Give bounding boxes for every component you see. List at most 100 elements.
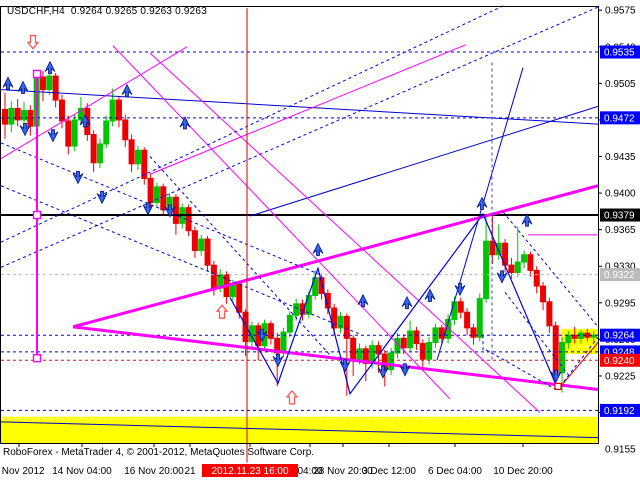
down-arrow-icon[interactable] bbox=[19, 122, 31, 137]
up-arrow-icon[interactable] bbox=[79, 114, 91, 128]
right-desc-1[interactable] bbox=[502, 211, 599, 328]
channel-desc-2[interactable] bbox=[0, 185, 361, 335]
price-badge-label: 0.9248 bbox=[604, 347, 635, 358]
down-arrow-icon[interactable] bbox=[272, 353, 284, 368]
price-tick-label: 0.9400 bbox=[605, 189, 636, 200]
candle-body bbox=[141, 149, 148, 179]
candle-body bbox=[445, 319, 452, 339]
candle-body bbox=[147, 177, 154, 203]
down-arrow-icon[interactable] bbox=[454, 282, 466, 297]
up-arrow-icon[interactable] bbox=[401, 295, 413, 310]
down-arrow-icon[interactable] bbox=[142, 202, 154, 216]
hollow-up-arrow-icon[interactable] bbox=[215, 304, 229, 319]
down-arrow-icon[interactable] bbox=[72, 171, 84, 185]
price-badge-label: 0.9322 bbox=[604, 270, 635, 281]
up-arrow-icon[interactable] bbox=[179, 116, 191, 130]
price-badge: 0.9192 bbox=[600, 403, 640, 417]
selection-handle[interactable] bbox=[32, 210, 42, 220]
price-badge: 0.9379 bbox=[600, 208, 640, 222]
candle-body bbox=[343, 315, 350, 339]
triangle-upper[interactable] bbox=[72, 184, 599, 329]
up-arrow-icon[interactable] bbox=[2, 76, 14, 90]
low-diag-dash[interactable] bbox=[485, 349, 557, 390]
time-label: 9 Nov 2012 bbox=[0, 466, 45, 477]
candle-body bbox=[470, 327, 477, 338]
channel-desc-3[interactable] bbox=[149, 156, 331, 356]
selection-handle[interactable] bbox=[32, 69, 42, 79]
price-badge: 0.9240 bbox=[600, 353, 640, 367]
up-arrow-icon[interactable] bbox=[312, 242, 324, 256]
down-arrow-icon[interactable] bbox=[339, 359, 351, 373]
down-arrow-icon[interactable] bbox=[256, 328, 268, 343]
price-badge: 0.9472 bbox=[600, 111, 640, 125]
candle-body bbox=[533, 269, 540, 287]
zigzag-pattern[interactable] bbox=[229, 212, 559, 396]
ascending-mid[interactable] bbox=[249, 105, 599, 217]
price-tick-label: 0.9295 bbox=[605, 298, 636, 309]
candle-body bbox=[65, 120, 72, 147]
up-arrow-icon[interactable] bbox=[17, 80, 29, 94]
channel-asc-a[interactable] bbox=[0, 4, 506, 243]
steep-ascending[interactable] bbox=[436, 67, 524, 361]
magenta-asc-1[interactable] bbox=[0, 46, 188, 160]
down-arrow-icon[interactable] bbox=[96, 190, 108, 205]
right-desc-2[interactable] bbox=[504, 292, 571, 378]
up-arrow-icon[interactable] bbox=[424, 288, 436, 302]
time-axis[interactable]: 2012.11.23 16:00 9 Nov 2012 14 Nov 04:00 16… bbox=[0, 443, 553, 477]
price-axis[interactable]: 0.95750.95400.95050.94700.94350.94000.93… bbox=[598, 6, 640, 456]
up-arrow-icon[interactable] bbox=[44, 60, 56, 75]
candle-body bbox=[204, 238, 211, 266]
candle-body bbox=[495, 242, 502, 256]
down-arrow-icon[interactable] bbox=[47, 129, 59, 143]
down-arrow-icon[interactable] bbox=[496, 270, 508, 284]
channel-asc-b[interactable] bbox=[0, 6, 599, 268]
candle-body bbox=[71, 119, 78, 147]
candle-body bbox=[172, 196, 179, 224]
candle-body bbox=[286, 314, 293, 333]
price-tick-label: 0.9365 bbox=[605, 225, 636, 236]
time-label: 14 Nov 04:00 bbox=[52, 466, 112, 477]
down-arrow-icon[interactable] bbox=[377, 365, 389, 379]
candle-body bbox=[2, 108, 8, 125]
candle-body bbox=[39, 76, 46, 91]
candle-body bbox=[267, 323, 274, 339]
candle-body bbox=[457, 301, 464, 313]
candle-body bbox=[388, 352, 395, 371]
up-arrow-icon[interactable] bbox=[521, 213, 533, 227]
candle-body bbox=[476, 298, 483, 338]
hollow-down-arrow-icon[interactable] bbox=[26, 34, 40, 50]
up-arrow-icon[interactable] bbox=[121, 83, 133, 98]
selection-handle-red[interactable] bbox=[554, 382, 562, 390]
magenta-desc-2[interactable] bbox=[149, 52, 541, 413]
low-asc-dash[interactable] bbox=[559, 336, 599, 387]
down-arrow-icon[interactable] bbox=[164, 204, 176, 218]
band-inner-trendline[interactable] bbox=[0, 421, 599, 439]
candle-body bbox=[419, 343, 426, 360]
price-badge-bg bbox=[600, 45, 640, 59]
hollow-up-arrow-icon[interactable] bbox=[285, 389, 299, 405]
time-label: 10 Dec 20:00 bbox=[493, 466, 553, 477]
candle-body bbox=[128, 139, 135, 165]
candle-body bbox=[571, 334, 578, 339]
candle-body bbox=[426, 342, 433, 360]
up-arrow-icon[interactable] bbox=[357, 293, 369, 308]
selection-handle[interactable] bbox=[32, 353, 42, 363]
price-badge: 0.9322 bbox=[600, 268, 640, 282]
magenta-asc-2[interactable] bbox=[149, 44, 467, 175]
up-arrow-icon[interactable] bbox=[476, 196, 488, 210]
candle-body bbox=[210, 264, 217, 289]
price-badge-label: 0.9192 bbox=[604, 406, 635, 417]
price-badge-bg bbox=[600, 111, 640, 125]
chart-title: USDCHF,H4 0.9264 0.9265 0.9263 0.9263 bbox=[7, 6, 207, 17]
price-tick-label: 0.9505 bbox=[605, 79, 636, 90]
triangle-lower[interactable] bbox=[72, 325, 599, 392]
magenta-desc-1[interactable] bbox=[112, 45, 451, 400]
down-arrow-icon[interactable] bbox=[550, 369, 562, 383]
down-arrow-icon[interactable] bbox=[399, 363, 411, 377]
candle-body bbox=[77, 107, 84, 121]
forecast-red-line[interactable] bbox=[557, 342, 599, 390]
candle-body bbox=[375, 345, 382, 355]
resistance-top[interactable] bbox=[0, 89, 599, 125]
time-highlight-badge bbox=[202, 464, 298, 477]
